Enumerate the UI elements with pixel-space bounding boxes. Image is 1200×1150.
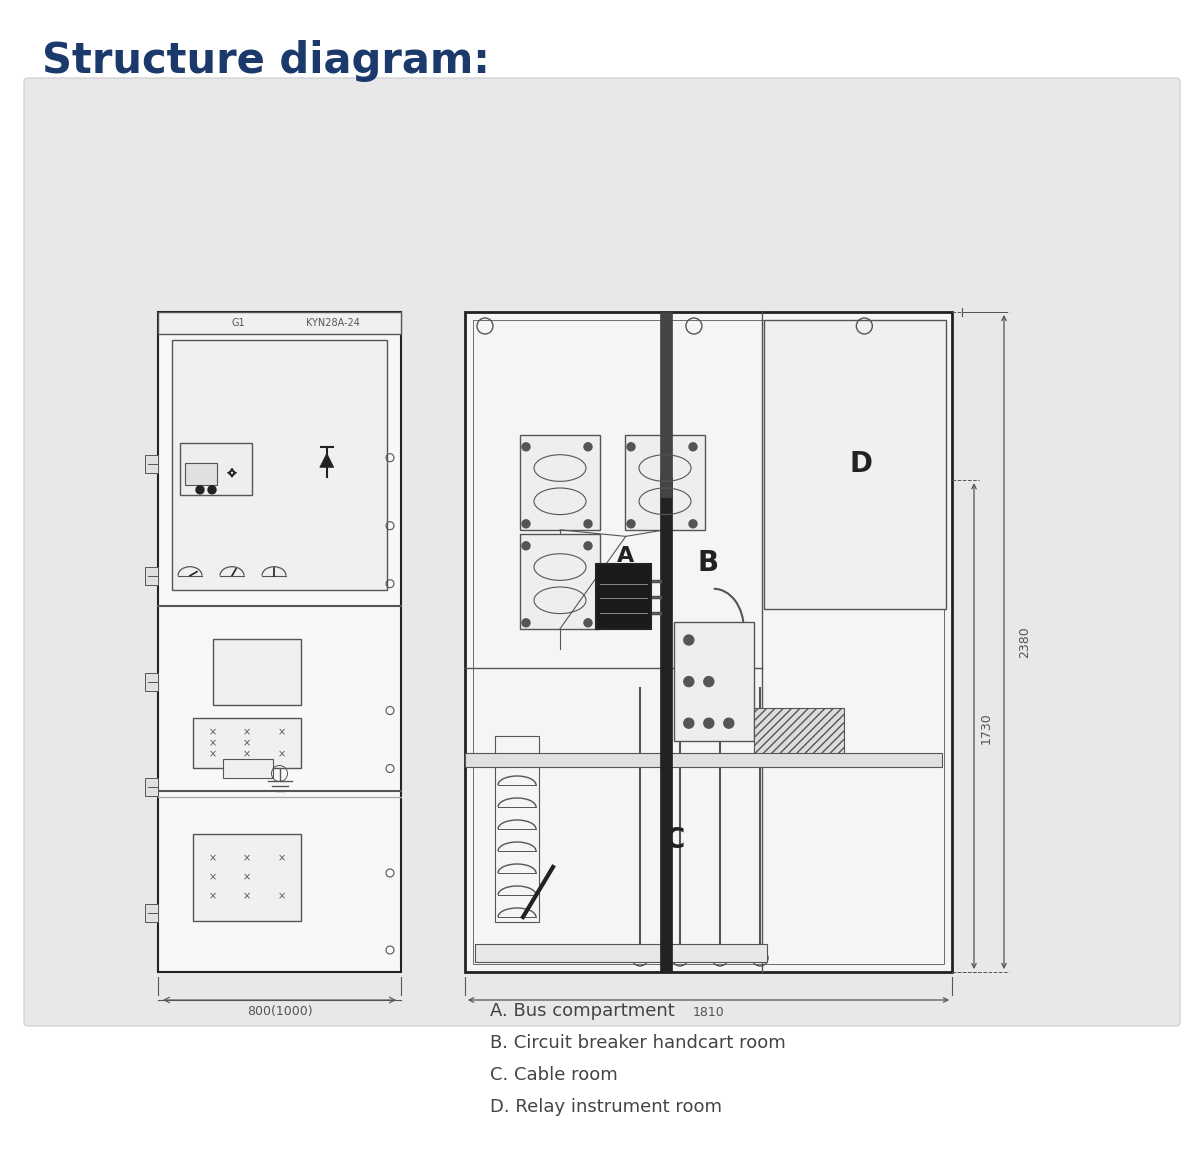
Text: 1730: 1730	[980, 712, 994, 744]
Bar	[754, 708, 844, 761]
Circle shape	[724, 719, 734, 728]
Text: Structure diagram:: Structure diagram:	[42, 40, 490, 82]
Circle shape	[208, 485, 216, 493]
Text: ×: ×	[242, 891, 251, 902]
Circle shape	[628, 520, 635, 528]
Polygon shape	[319, 453, 334, 467]
Circle shape	[584, 443, 592, 451]
Text: KYN28A-24: KYN28A-24	[306, 319, 360, 328]
Text: ×: ×	[242, 738, 251, 749]
Text: B: B	[698, 549, 719, 577]
Text: ×: ×	[209, 738, 216, 749]
Bar	[475, 944, 767, 963]
Bar	[145, 454, 158, 473]
Circle shape	[684, 719, 694, 728]
Bar	[764, 320, 946, 610]
Bar	[520, 435, 600, 530]
Circle shape	[689, 520, 697, 528]
Text: C. Cable room: C. Cable room	[490, 1066, 618, 1084]
Circle shape	[196, 485, 204, 493]
Circle shape	[522, 520, 530, 528]
Text: A: A	[617, 546, 635, 566]
Text: ×: ×	[209, 750, 216, 759]
Bar	[660, 312, 672, 497]
Text: G1: G1	[232, 319, 245, 328]
Text: ×: ×	[242, 853, 251, 864]
Text: ×: ×	[209, 891, 216, 902]
Circle shape	[684, 676, 694, 687]
Bar	[466, 753, 942, 767]
Bar	[466, 312, 952, 972]
Circle shape	[584, 542, 592, 550]
Circle shape	[522, 619, 530, 627]
Text: D. Relay instrument room: D. Relay instrument room	[490, 1098, 722, 1116]
Bar	[223, 759, 274, 777]
Bar	[145, 904, 158, 921]
Text: ×: ×	[277, 891, 286, 902]
Circle shape	[703, 676, 714, 687]
Bar	[145, 779, 158, 796]
Bar	[496, 736, 539, 922]
Circle shape	[689, 443, 697, 451]
Circle shape	[522, 443, 530, 451]
Circle shape	[628, 443, 635, 451]
Circle shape	[522, 542, 530, 550]
Text: 1810: 1810	[692, 1005, 725, 1019]
Text: ×: ×	[242, 750, 251, 759]
Text: 2380: 2380	[1018, 626, 1031, 658]
Bar	[172, 340, 386, 590]
Bar	[193, 834, 301, 921]
Text: ×: ×	[209, 853, 216, 864]
Bar	[674, 622, 754, 741]
Text: ×: ×	[242, 728, 251, 737]
Bar	[185, 462, 217, 485]
Text: B. Circuit breaker handcart room: B. Circuit breaker handcart room	[490, 1034, 786, 1052]
Text: 800(1000): 800(1000)	[247, 1005, 312, 1019]
Bar	[596, 564, 652, 629]
Bar	[145, 567, 158, 585]
Bar	[520, 534, 600, 629]
Text: ×: ×	[242, 873, 251, 882]
Text: C: C	[665, 826, 684, 854]
Text: ×: ×	[209, 728, 216, 737]
Circle shape	[584, 619, 592, 627]
Bar	[145, 673, 158, 691]
FancyBboxPatch shape	[24, 78, 1180, 1026]
Bar	[180, 443, 252, 494]
Circle shape	[584, 520, 592, 528]
Bar	[214, 639, 301, 705]
Bar	[625, 435, 706, 530]
Text: ×: ×	[277, 750, 286, 759]
Text: ×: ×	[277, 853, 286, 864]
Text: A. Bus compartment: A. Bus compartment	[490, 1002, 674, 1020]
Bar	[473, 320, 944, 964]
Text: ×: ×	[209, 873, 216, 882]
Circle shape	[703, 719, 714, 728]
Text: ×: ×	[277, 728, 286, 737]
Circle shape	[684, 635, 694, 645]
Bar	[158, 312, 401, 334]
Text: D: D	[850, 451, 872, 478]
Bar	[193, 719, 301, 768]
Bar	[660, 477, 672, 972]
Bar	[158, 312, 401, 972]
